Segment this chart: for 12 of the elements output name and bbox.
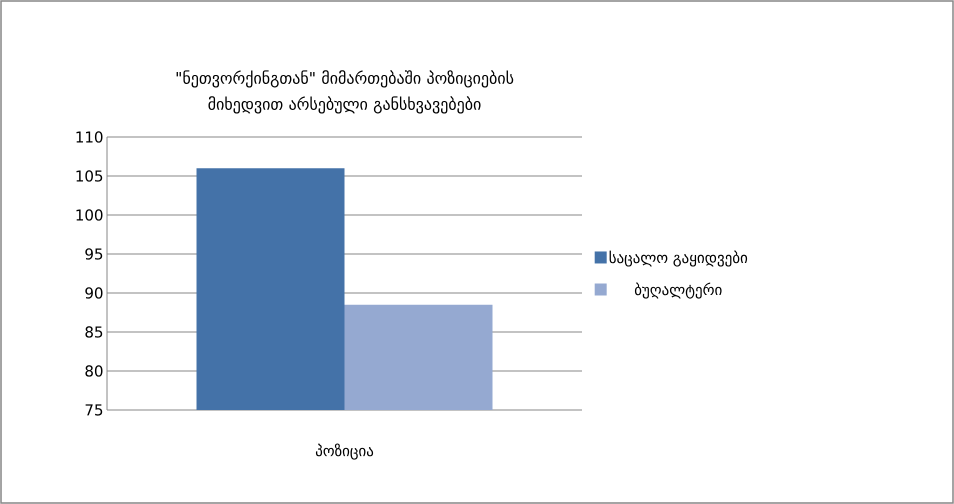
- y-tick-label: 95: [85, 248, 102, 260]
- y-tick-label: 90: [85, 287, 102, 299]
- chart-title: "ნეთვორქინგთან" მიმართებაში პოზიციების მიხედვით არსებული განსხვავებები: [176, 70, 514, 114]
- y-tick-label: 105: [76, 170, 102, 182]
- legend-label: საცალო გაყიდვები: [610, 250, 748, 267]
- y-tick-label: 75: [86, 404, 102, 416]
- y-tick-label: 85: [85, 326, 102, 338]
- x-tick-label: პოზიცია: [316, 444, 374, 460]
- y-tick-label: 80: [85, 365, 102, 377]
- y-tick-label: 110: [76, 131, 102, 143]
- y-tick-label: 100: [76, 209, 102, 221]
- legend-label: ბუღალტერი: [634, 282, 722, 299]
